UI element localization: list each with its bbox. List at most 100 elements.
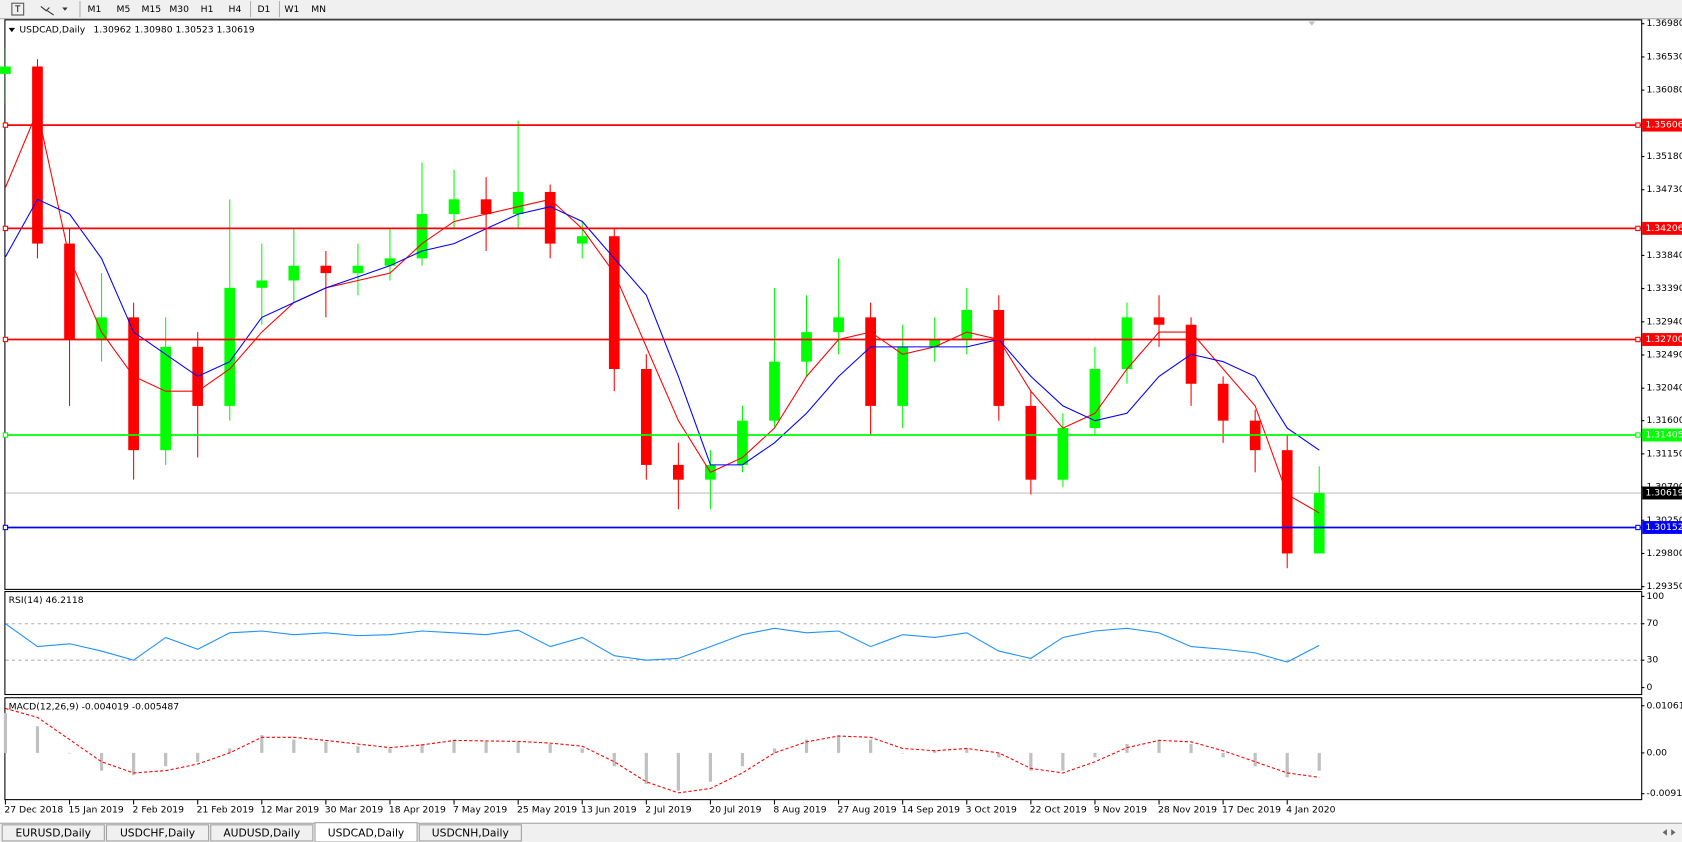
y-tick-label: 1.36530 — [1647, 51, 1682, 62]
y-tick-label: 1.33390 — [1647, 283, 1682, 294]
tab-label[interactable]: AUDUSD,Daily — [223, 826, 301, 839]
macd-bar — [965, 748, 969, 753]
candle-body — [865, 317, 876, 406]
x-tick-label: 17 Dec 2019 — [1222, 804, 1281, 815]
candle-body — [737, 420, 748, 465]
candle-body — [769, 361, 780, 421]
dropdown[interactable] — [62, 7, 68, 11]
macd-bar — [1093, 752, 1097, 758]
macd-bar — [196, 752, 200, 762]
y-tick-label: 30 — [1647, 655, 1659, 666]
x-tick-label: 27 Dec 2018 — [4, 804, 63, 815]
timeframe-button[interactable]: M5 — [117, 4, 131, 15]
macd-bar — [164, 752, 168, 767]
candle-body — [833, 317, 844, 333]
macd-bar — [35, 726, 40, 753]
arrow-tool[interactable] — [40, 6, 55, 16]
tab-label[interactable]: USDCAD,Daily — [328, 826, 405, 839]
y-tick-label: 0 — [1647, 682, 1653, 693]
scroll-right[interactable] — [1671, 829, 1676, 836]
y-tick-label: 1.31150 — [1647, 448, 1682, 459]
x-tick-label: 27 Aug 2019 — [838, 804, 897, 815]
x-tick-label: 13 Jun 2019 — [581, 804, 637, 815]
tab[interactable] — [105, 824, 210, 842]
macd-bar — [356, 746, 360, 753]
tab[interactable] — [1, 824, 105, 842]
last-price-label: 1.30619 — [1645, 488, 1682, 499]
tab-label[interactable]: USDCNH,Daily — [432, 826, 510, 839]
candle-body — [576, 236, 588, 244]
chart-title: USDCAD,Daily — [19, 25, 85, 36]
y-tick-label: 1.30250 — [1647, 515, 1682, 526]
macd-bar — [772, 748, 777, 753]
toolbar — [0, 0, 1682, 19]
rsi-title: RSI(14) 46.2118 — [9, 595, 84, 606]
timeframe-button[interactable]: M15 — [141, 4, 161, 15]
level-label-bg — [1642, 118, 1682, 132]
scroll-left[interactable] — [1662, 829, 1667, 836]
macd-bar — [324, 741, 328, 753]
x-tick-label: 12 Mar 2019 — [261, 804, 320, 815]
candle-body — [1281, 450, 1293, 554]
timeframe-button[interactable]: H1 — [201, 4, 214, 15]
macd-bar — [1221, 752, 1225, 758]
text-tool[interactable] — [11, 2, 25, 16]
candle-body — [288, 265, 300, 281]
macd-bar — [1061, 752, 1065, 771]
ohlc-values: 1.30962 1.30980 1.30523 1.30619 — [93, 25, 254, 36]
tab[interactable] — [418, 824, 522, 842]
macd-bar — [228, 748, 232, 753]
y-tick-label: 1.32040 — [1647, 383, 1682, 394]
macd-bar — [740, 752, 745, 767]
tab-label[interactable]: EURUSD,Daily — [16, 826, 92, 839]
moving-average — [4, 109, 1320, 514]
macd-bar — [676, 752, 680, 791]
level-marker — [2, 432, 9, 438]
timeframe-button[interactable]: MN — [311, 4, 326, 15]
candle-body — [384, 258, 396, 266]
x-tick-label: 14 Sep 2019 — [902, 804, 961, 815]
x-tick-label: 8 Aug 2019 — [773, 804, 826, 815]
tab[interactable] — [314, 822, 418, 842]
candle-body — [64, 243, 75, 340]
y-tick-label: 70 — [1647, 618, 1659, 629]
x-tick-label: 9 Nov 2019 — [1094, 804, 1147, 815]
level-label-bg — [1642, 428, 1682, 442]
timeframe-button[interactable]: M30 — [169, 4, 189, 15]
macd-bar — [1125, 744, 1129, 753]
macd-bar — [836, 735, 841, 753]
x-tick-label: 22 Oct 2019 — [1030, 804, 1087, 815]
macd-bar — [612, 752, 616, 767]
timeframe-button[interactable]: M1 — [88, 4, 102, 15]
timeframe-button[interactable]: W1 — [284, 4, 299, 15]
y-tick-label: 1.32490 — [1647, 349, 1682, 360]
candle-body — [673, 464, 684, 480]
macd-bar — [388, 748, 392, 753]
macd-bar — [420, 744, 424, 753]
timeframe-button[interactable]: H4 — [229, 4, 242, 15]
candle-body — [512, 191, 524, 215]
candle-body — [128, 317, 139, 451]
tab[interactable] — [210, 824, 314, 842]
macd-bar — [132, 752, 136, 776]
macd-bar — [869, 739, 873, 753]
collapse-arrow[interactable] — [8, 27, 16, 33]
macd-bar — [99, 752, 104, 771]
macd-bar — [1029, 752, 1033, 771]
macd-bar — [1189, 744, 1193, 753]
timeframe-button[interactable]: D1 — [257, 4, 270, 15]
candle-body — [929, 339, 941, 347]
candle-body — [1313, 492, 1325, 554]
candle-body — [96, 317, 107, 340]
level-label-bg — [1642, 521, 1682, 534]
macd-bar — [580, 748, 584, 753]
candle-body — [1025, 405, 1037, 480]
y-tick-label: 100 — [1647, 591, 1665, 602]
x-tick-label: 2 Feb 2019 — [133, 804, 185, 815]
level-label: 1.32700 — [1645, 334, 1682, 345]
level-label: 1.31405 — [1645, 430, 1682, 441]
y-tick-label: 1.34730 — [1647, 184, 1682, 195]
tab-label[interactable]: USDCHF,Daily — [120, 826, 196, 839]
macd-bar — [708, 752, 713, 782]
